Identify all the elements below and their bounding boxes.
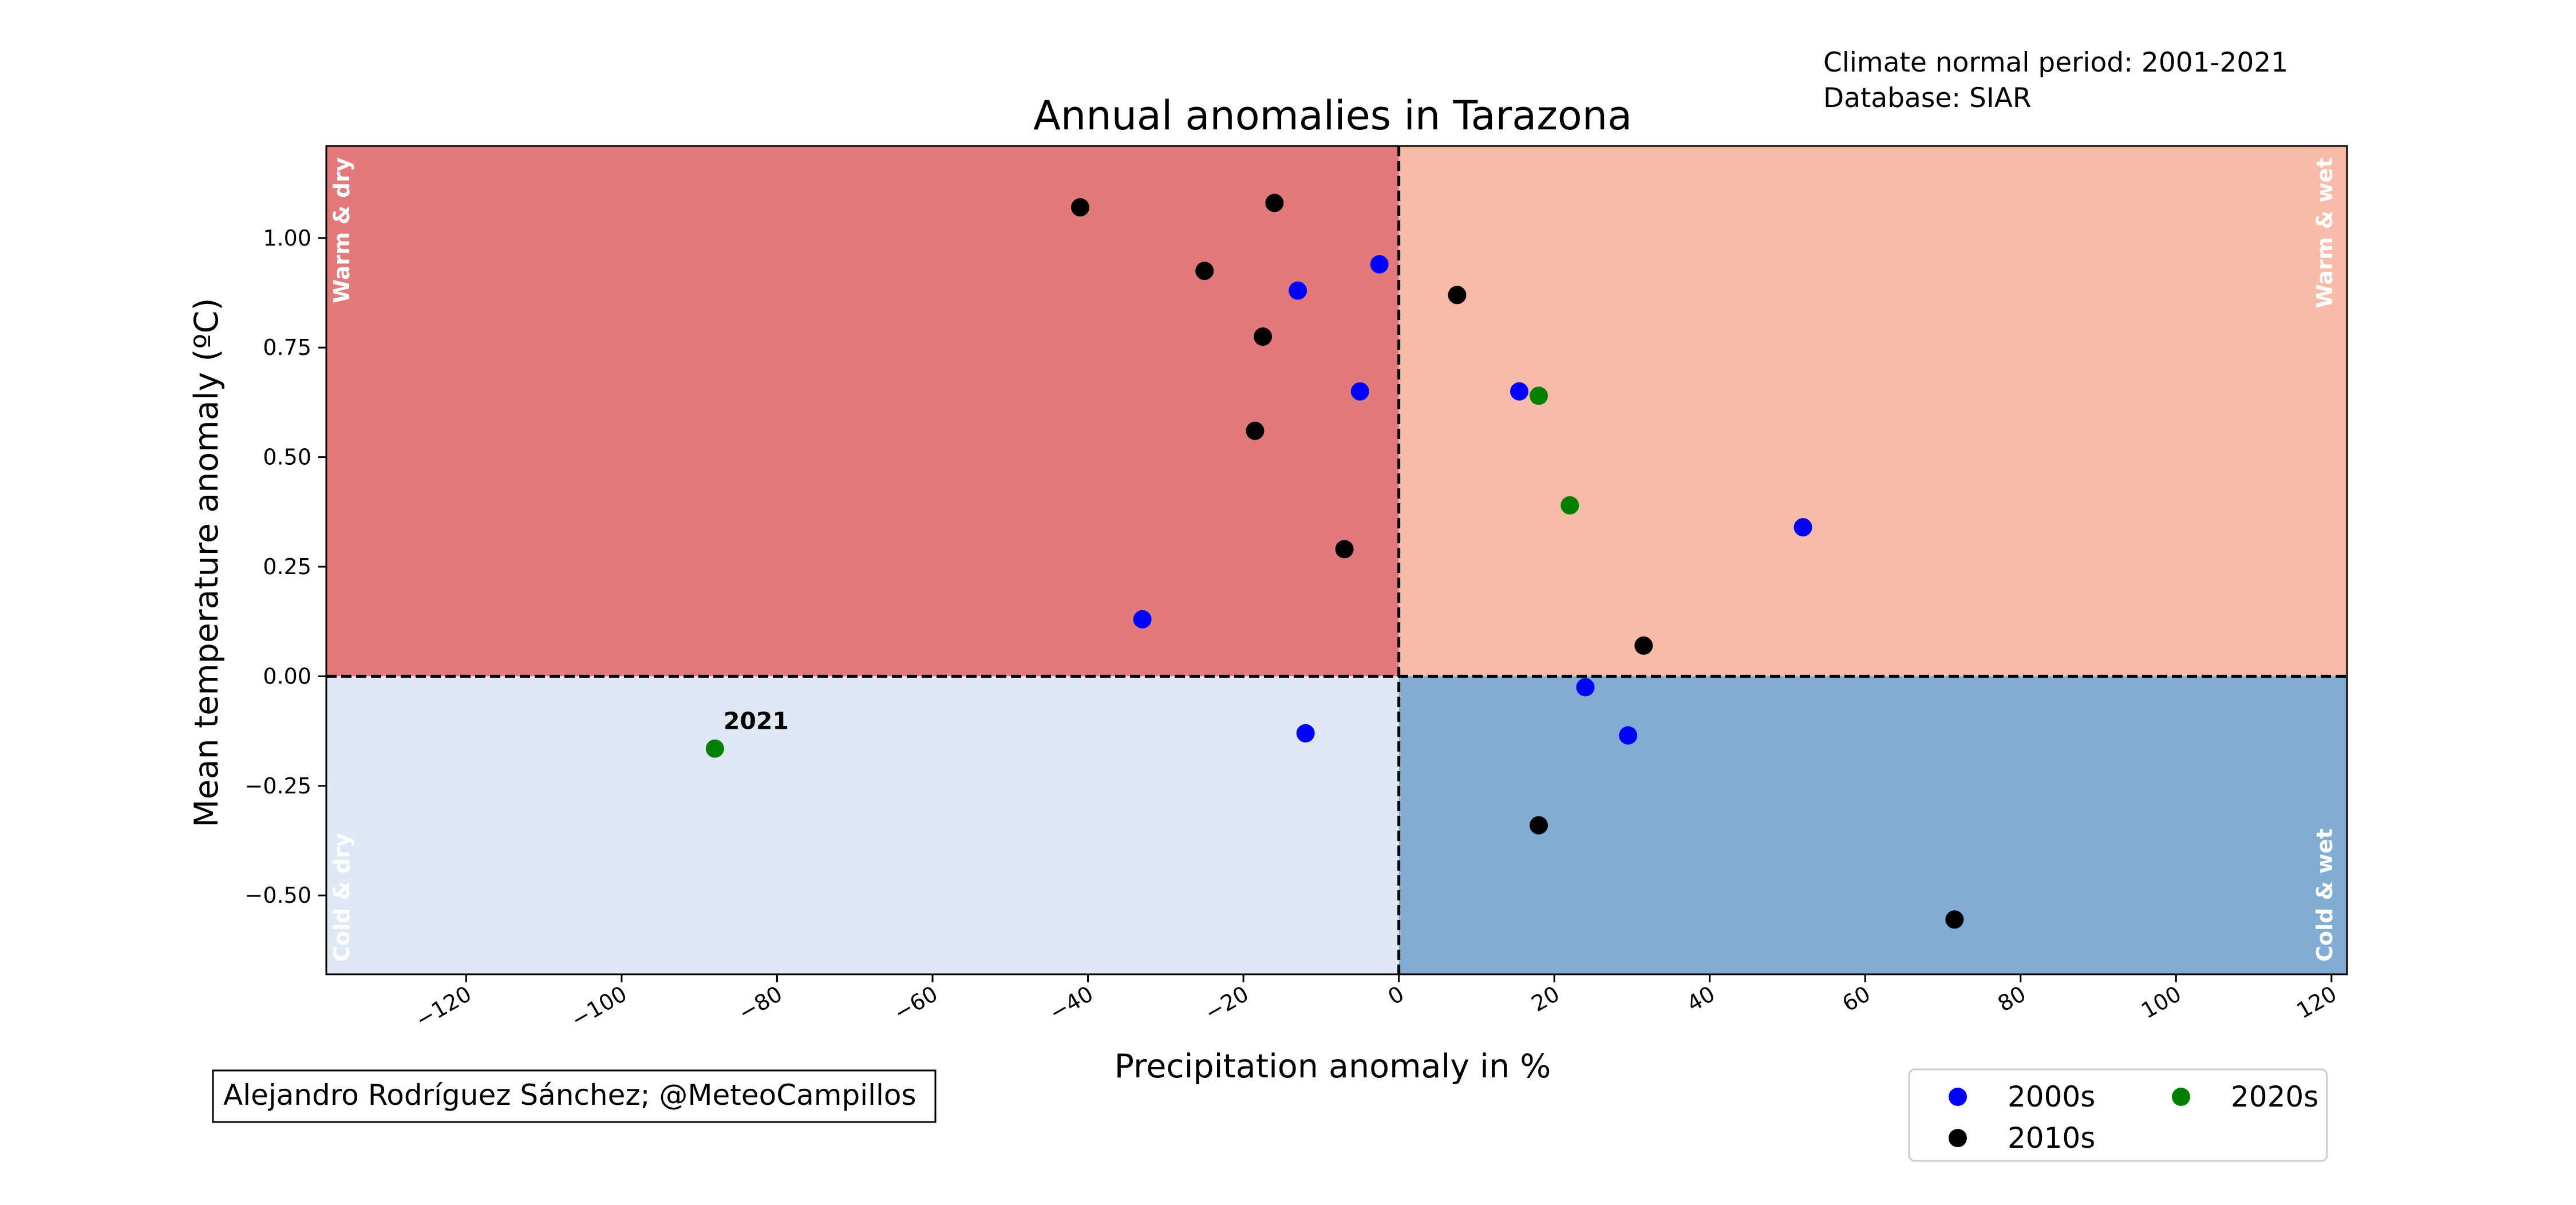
legend-marker-2020s [2172, 1088, 2190, 1106]
quadrant-cold-wet [1398, 676, 2347, 974]
x-tick-label: 0 [1384, 981, 1408, 1010]
x-axis-title: Precipitation anomaly in % [1115, 1048, 1551, 1085]
plot-frame [325, 145, 2348, 975]
data-points [705, 193, 1964, 929]
quadrant-label-warm-wet: Warm & wet [2312, 157, 2337, 308]
annotations: 2021 [724, 708, 789, 735]
y-tick-label: −0.50 [245, 883, 311, 908]
credit-box: Alejandro Rodríguez Sánchez; @MeteoCampi… [212, 1069, 937, 1123]
point-2020s-1 [1560, 496, 1579, 515]
credit-text: Alejandro Rodríguez Sánchez; @MeteoCampi… [223, 1078, 916, 1112]
point-2010s-0 [1070, 198, 1089, 217]
annotation-label: 2021 [724, 708, 789, 735]
y-axis-title: Mean temperature anomaly (ºC) [188, 298, 226, 827]
quadrant-warm-wet [1398, 146, 2347, 677]
plot-border [325, 145, 2348, 975]
x-tick-label: 120 [2293, 981, 2341, 1024]
legend-label-2000s: 2000s [2008, 1080, 2095, 1113]
x-tick-label: 60 [1838, 981, 1875, 1017]
point-2000s-3 [1510, 382, 1529, 401]
point-2000s-2 [1350, 382, 1369, 401]
x-tick-label: 100 [2137, 981, 2186, 1024]
point-2010s-4 [1448, 286, 1467, 305]
y-axis-ticks: −0.50 −0.25 0.00 0.25 0.50 0.75 1.00 [245, 226, 326, 908]
quadrant-labels: Warm & dry Warm & wet Cold & dry Cold & wet [329, 157, 2337, 962]
quadrant-cold-dry [326, 676, 1399, 974]
x-tick-label: −40 [1045, 981, 1097, 1026]
quadrant-warm-dry [326, 146, 1399, 677]
point-2010s-2 [1195, 262, 1214, 280]
x-tick-label: 80 [1993, 981, 2030, 1017]
quadrant-label-cold-dry: Cold & dry [329, 833, 354, 962]
point-2000s-4 [1793, 518, 1812, 537]
legend-label-2020s: 2020s [2231, 1080, 2318, 1113]
quadrant-label-warm-dry: Warm & dry [329, 157, 354, 303]
point-2000s-1 [1370, 255, 1389, 274]
quadrant-label-cold-wet: Cold & wet [2312, 828, 2337, 962]
x-tick-label: −100 [567, 981, 631, 1033]
x-tick-label: −60 [890, 981, 942, 1026]
quadrant-backgrounds [326, 146, 2347, 974]
point-2020s-0 [1530, 386, 1548, 405]
point-2010s-6 [1335, 540, 1354, 559]
y-tick-label: −0.25 [245, 773, 311, 799]
point-2010s-1 [1265, 193, 1284, 212]
legend-marker-2000s [1949, 1088, 1967, 1106]
point-2000s-7 [1576, 678, 1595, 697]
x-tick-label: −120 [411, 981, 475, 1033]
point-2010s-9 [1945, 910, 1964, 929]
point-2010s-8 [1530, 816, 1548, 835]
reference-lines [326, 146, 2347, 974]
point-2010s-5 [1246, 421, 1265, 440]
point-2000s-6 [1296, 724, 1315, 742]
point-2000s-5 [1133, 610, 1152, 629]
x-tick-label: −20 [1200, 981, 1253, 1026]
point-2000s-0 [1289, 281, 1307, 300]
x-axis-ticks: −120 −100 −80 −60 −40 −20 0 20 40 60 80 100 120 [411, 974, 2341, 1033]
point-2020s-2 [705, 739, 724, 758]
climate-normal-period-text: Climate normal period: 2001-2021 [1823, 47, 2288, 78]
database-text: Database: SIAR [1823, 82, 2032, 114]
chart-title: Annual anomalies in Tarazona [1033, 92, 1632, 139]
legend-marker-2010s [1949, 1129, 1967, 1147]
point-2000s-8 [1619, 726, 1638, 745]
x-tick-label: 40 [1682, 981, 1719, 1017]
y-tick-label: 1.00 [263, 226, 311, 251]
y-tick-label: 0.00 [263, 663, 311, 689]
y-tick-label: 0.75 [263, 335, 311, 360]
legend-label-2010s: 2010s [2008, 1121, 2095, 1155]
x-tick-label: −80 [734, 981, 787, 1026]
point-2010s-7 [1634, 636, 1653, 655]
legend: 2000s 2010s 2020s [1908, 1068, 2328, 1162]
y-tick-label: 0.50 [263, 445, 311, 470]
x-tick-label: 20 [1527, 981, 1564, 1017]
point-2010s-3 [1254, 327, 1273, 346]
legend-frame [1908, 1068, 2328, 1162]
y-tick-label: 0.25 [263, 554, 311, 579]
